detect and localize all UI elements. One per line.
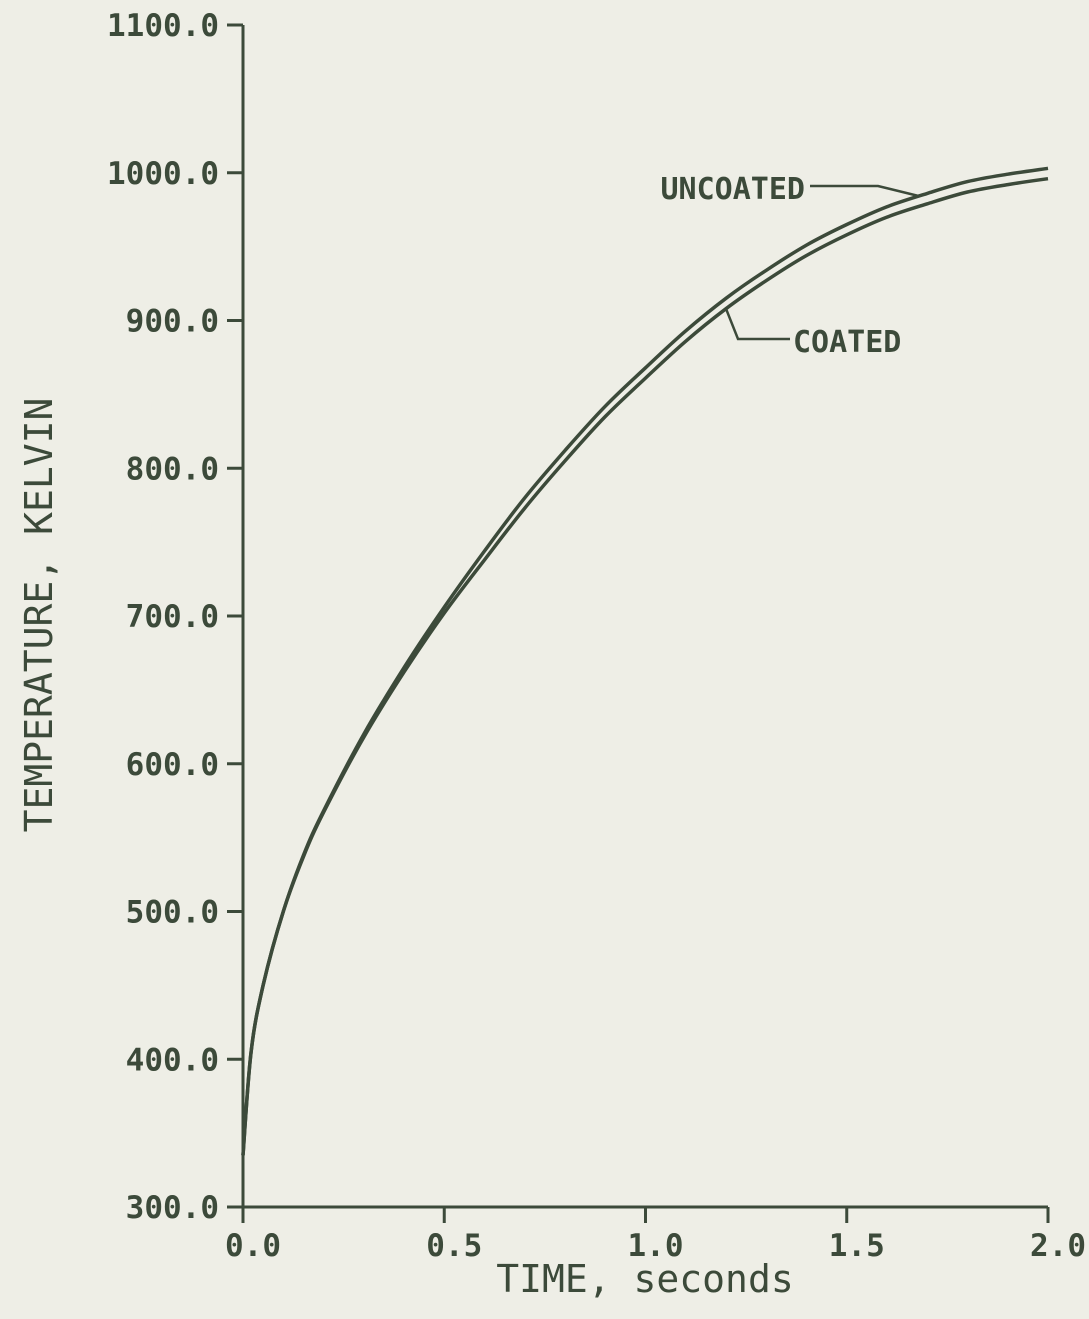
- uncoated-leader-line: [810, 184, 920, 198]
- x-axis: 0.0 0.5 1.0 1.5 2.0: [225, 1205, 1086, 1264]
- x-tick-label: 2.0: [1030, 1228, 1086, 1264]
- series-layer: [241, 166, 1049, 1156]
- y-tick-label: 1100.0: [107, 8, 219, 44]
- annotation-layer: UNCOATED COATED: [661, 172, 920, 360]
- y-tick-label: 300.0: [126, 1190, 219, 1226]
- y-tick-label: 400.0: [126, 1042, 219, 1078]
- y-axis: 300.0 400.0 500.0 600.0 700.0 800.0 900.0 1000.…: [107, 8, 245, 1226]
- x-tick-label: 0.0: [225, 1228, 281, 1264]
- y-tick-label: 900.0: [126, 304, 219, 340]
- x-tick-label: 1.5: [829, 1228, 885, 1264]
- y-axis-title: TEMPERATURE, KELVIN: [17, 398, 61, 833]
- y-tick-label: 500.0: [126, 895, 219, 931]
- x-tick-label: 1.0: [628, 1228, 684, 1264]
- x-axis-title: TIME, seconds: [496, 1257, 793, 1301]
- y-tick-label: 700.0: [126, 599, 219, 635]
- x-tick-label: 0.5: [426, 1228, 482, 1264]
- coated-leader-line: [724, 308, 790, 341]
- uncoated-label: UNCOATED: [661, 172, 806, 207]
- y-tick-label: 1000.0: [107, 156, 219, 192]
- series-line-uncoated: [241, 166, 1049, 1156]
- y-tick-label: 600.0: [126, 747, 219, 783]
- series-line-coated: [241, 176, 1049, 1156]
- y-tick-label: 800.0: [126, 451, 219, 487]
- coated-label: COATED: [793, 325, 901, 360]
